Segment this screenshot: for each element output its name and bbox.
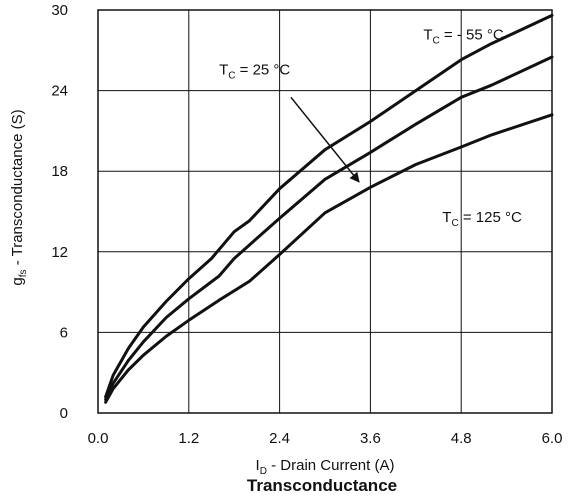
series-label-1: TC = 25 °C bbox=[219, 61, 290, 81]
series-lines bbox=[104, 13, 554, 404]
y-tick-labels: 0 6 12 18 24 30 bbox=[51, 2, 68, 422]
x-tick-label: 6.0 bbox=[542, 430, 563, 447]
y-tick-label: 0 bbox=[60, 405, 68, 422]
x-tick-label: 4.8 bbox=[451, 430, 472, 447]
series-line-1 bbox=[104, 55, 554, 402]
x-tick-labels: 0.0 1.2 2.4 3.6 4.8 6.0 bbox=[88, 430, 563, 447]
series-line-0 bbox=[104, 13, 554, 399]
series-label-0: TC = - 55 °C bbox=[423, 27, 504, 47]
x-tick-label: 2.4 bbox=[269, 430, 290, 447]
x-tick-label: 3.6 bbox=[360, 430, 381, 447]
y-tick-label: 6 bbox=[60, 324, 68, 341]
x-axis-label: ID - Drain Current (A) bbox=[256, 457, 395, 477]
annotation-arrow bbox=[290, 96, 360, 183]
x-tick-label: 0.0 bbox=[88, 430, 109, 447]
y-tick-label: 30 bbox=[51, 2, 68, 19]
y-tick-label: 24 bbox=[51, 83, 68, 100]
y-tick-label: 12 bbox=[51, 244, 68, 261]
x-tick-label: 1.2 bbox=[178, 430, 199, 447]
annotations: TC = - 55 °C TC = 25 °C TC = 125 °C bbox=[219, 27, 522, 230]
series-line-2 bbox=[104, 113, 554, 404]
series-label-2: TC = 125 °C bbox=[442, 209, 522, 229]
y-tick-label: 18 bbox=[51, 163, 68, 180]
chart-title: Transconductance bbox=[247, 476, 397, 495]
plot-frame bbox=[97, 9, 553, 414]
y-axis-label: gfs - Transconductance (S) bbox=[9, 109, 29, 285]
